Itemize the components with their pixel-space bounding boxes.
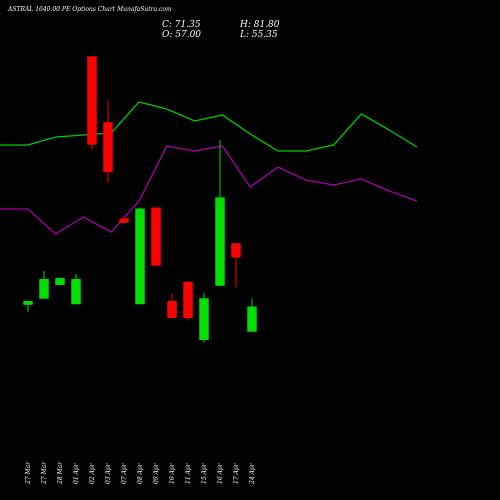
candle — [103, 100, 113, 183]
close-readout: C: 71.35 — [162, 20, 201, 30]
x-tick-label: 24 Apr — [249, 462, 256, 485]
upper-band-line — [0, 101, 418, 152]
x-tick-label: 28 Mar — [57, 461, 64, 485]
candle — [151, 207, 161, 266]
candle — [167, 293, 177, 318]
x-axis-labels: 27 Mar 27 Mar 28 Mar 01 Apr 02 Apr 03 Apr 07 A… — [25, 461, 256, 485]
x-tick-label: 08 Apr — [137, 462, 144, 484]
candle — [231, 243, 241, 288]
candle-body — [231, 243, 241, 258]
low-readout: L: 55.35 — [240, 30, 278, 40]
candle — [247, 298, 257, 332]
candle-body — [103, 122, 113, 173]
open-readout: O: 57.00 — [162, 30, 202, 40]
candle — [135, 207, 145, 305]
band-lines — [0, 101, 418, 235]
x-tick-label: 02 Apr — [89, 462, 96, 484]
x-tick-label: 03 Apr — [105, 462, 112, 484]
x-tick-label: 16 Apr — [217, 462, 224, 484]
candle-body — [167, 301, 177, 318]
x-tick-label: 07 Apr — [121, 462, 128, 484]
x-tick-label: 15 Apr — [201, 462, 208, 484]
candle — [39, 271, 49, 299]
candle — [215, 140, 225, 286]
x-tick-label: 17 Apr — [233, 462, 240, 484]
x-tick-label: 11 Apr — [185, 462, 192, 484]
candle-body — [119, 218, 129, 223]
candle — [87, 56, 97, 150]
high-readout: H: 81.80 — [240, 20, 280, 30]
candle-body — [23, 301, 33, 305]
candle — [183, 281, 193, 321]
x-tick-label: 01 Apr — [73, 462, 80, 484]
chart-title: ASTRAL 1640.00 PE Options Chart MunafaSu… — [8, 6, 172, 13]
candles — [23, 56, 257, 343]
candle — [55, 277, 65, 285]
x-tick-label: 09 Apr — [153, 462, 160, 484]
candle-body — [151, 207, 161, 266]
candle-body — [215, 197, 225, 286]
candle-body — [71, 279, 81, 305]
candle-body — [39, 279, 49, 299]
candle — [71, 273, 81, 305]
candle — [199, 293, 209, 343]
candle-body — [87, 56, 97, 145]
candle-body — [55, 277, 65, 285]
candle-body — [199, 298, 209, 340]
candle-body — [135, 208, 145, 305]
lower-band-line — [0, 145, 418, 235]
x-tick-label: 10 Apr — [169, 462, 176, 484]
candle-body — [183, 281, 193, 318]
x-tick-label: 27 Mar — [41, 461, 48, 485]
candle-body — [247, 306, 257, 332]
candle — [23, 301, 33, 313]
candle — [119, 218, 129, 223]
x-tick-label: 27 Mar — [25, 461, 32, 485]
